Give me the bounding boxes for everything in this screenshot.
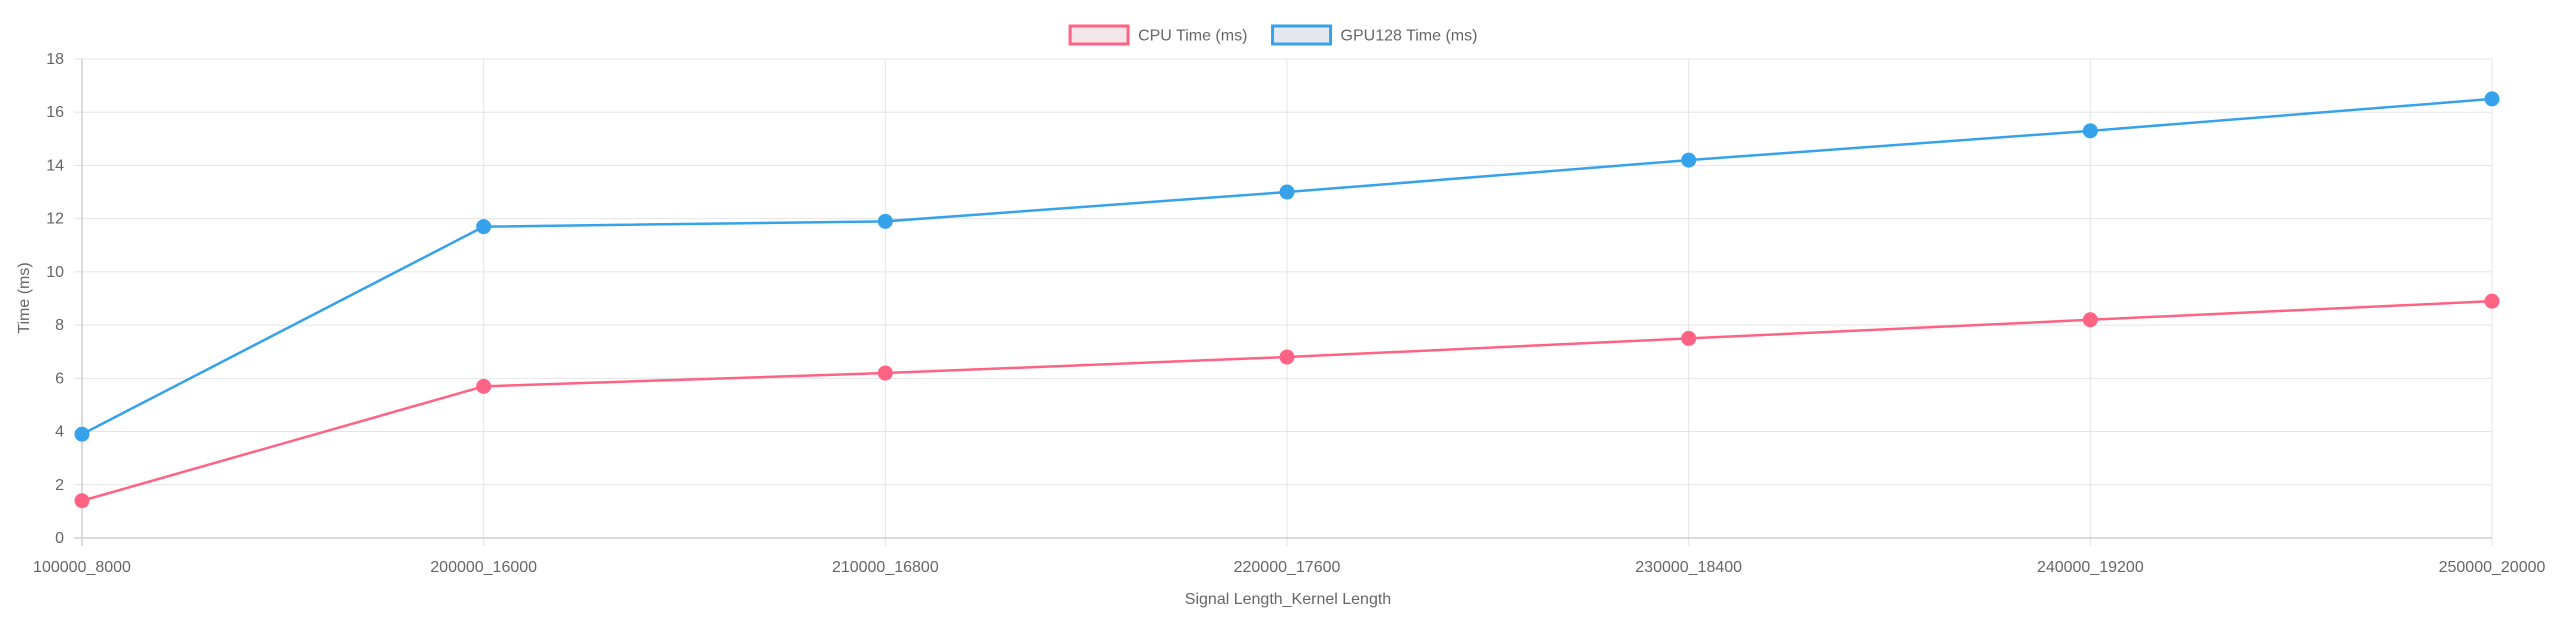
x-tick-label: 100000_8000 — [33, 559, 131, 576]
data-point[interactable] — [877, 213, 893, 229]
series-1 — [74, 91, 2500, 442]
y-tick-label: 18 — [46, 51, 64, 68]
legend-label: GPU128 Time (ms) — [1341, 28, 1478, 45]
data-point[interactable] — [74, 493, 90, 509]
x-tick-label: 250000_20000 — [2439, 559, 2546, 576]
y-tick-label: 12 — [46, 211, 64, 228]
y-tick-label: 10 — [46, 264, 64, 281]
legend-label: CPU Time (ms) — [1138, 28, 1247, 45]
y-tick-label: 4 — [55, 424, 64, 441]
x-tick-label: 200000_16000 — [430, 559, 537, 576]
y-tick-label: 16 — [46, 104, 64, 121]
y-axis-title: Time (ms) — [16, 262, 33, 333]
data-point[interactable] — [2082, 123, 2098, 139]
x-tick-label: 210000_16800 — [832, 559, 939, 576]
y-tick-label: 8 — [55, 317, 64, 334]
x-axis-title: Signal Length_Kernel Length — [1185, 591, 1391, 608]
series-0 — [74, 293, 2500, 509]
data-point[interactable] — [1279, 349, 1295, 365]
y-tick-label: 14 — [46, 157, 64, 174]
x-tick-label: 240000_19200 — [2037, 559, 2144, 576]
data-point[interactable] — [476, 219, 492, 235]
data-point[interactable] — [1279, 184, 1295, 200]
data-point[interactable] — [476, 378, 492, 394]
legend-item[interactable]: GPU128 Time (ms) — [1271, 24, 1478, 46]
legend-swatch — [1271, 24, 1333, 46]
grid-layer — [74, 58, 2493, 546]
y-tick-label: 6 — [55, 370, 64, 387]
data-point[interactable] — [74, 426, 90, 442]
data-point[interactable] — [1681, 152, 1697, 168]
data-point[interactable] — [2082, 312, 2098, 328]
series-layer — [74, 91, 2500, 509]
y-tick-label: 2 — [55, 477, 64, 494]
legend[interactable]: CPU Time (ms) GPU128 Time (ms) — [1068, 24, 1478, 46]
data-point[interactable] — [2484, 293, 2500, 309]
x-tick-label: 230000_18400 — [1635, 559, 1742, 576]
data-point[interactable] — [877, 365, 893, 381]
legend-swatch — [1068, 24, 1130, 46]
data-point[interactable] — [2484, 91, 2500, 107]
data-point[interactable] — [1681, 330, 1697, 346]
legend-item[interactable]: CPU Time (ms) — [1068, 24, 1247, 46]
y-tick-label: 0 — [55, 530, 64, 547]
x-tick-label: 220000_17600 — [1234, 559, 1341, 576]
axis-layer: 0 2 4 6 8 10 12 14 16 18 100000_8000 200000_16000 21… — [33, 51, 2545, 576]
